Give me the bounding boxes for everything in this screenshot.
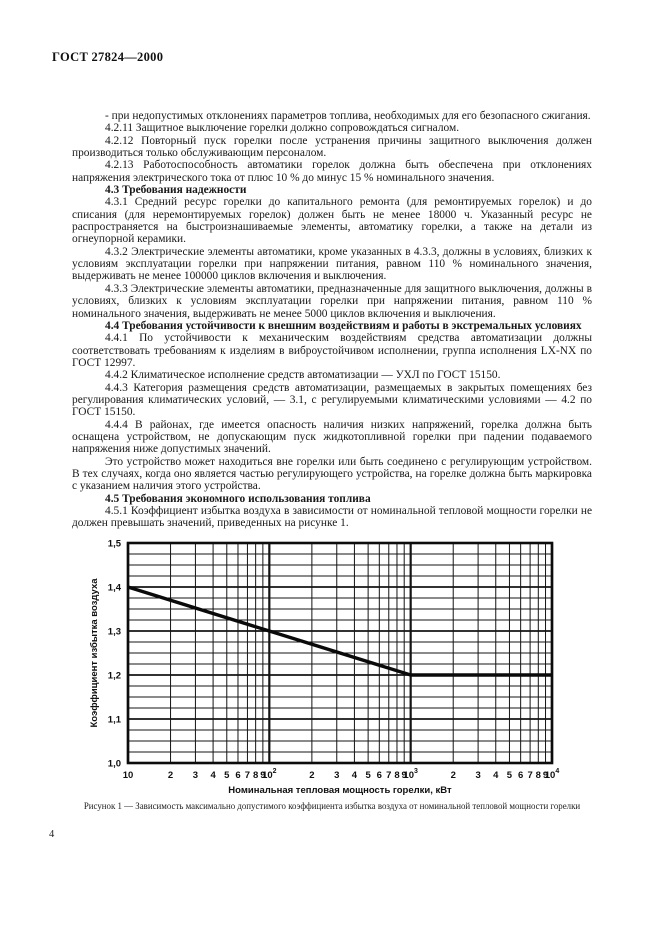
section-heading: 4.5 Требования экономного использования … (105, 492, 371, 505)
x-tick-label: 4 (210, 770, 216, 781)
x-tick-label: 103 (403, 768, 418, 781)
x-tick-label: 8 (536, 770, 541, 781)
page-number: 4 (49, 829, 55, 840)
x-tick-label: 3 (193, 770, 198, 781)
standard-number: ГОСТ 27824—2000 (52, 50, 164, 64)
x-tick-label: 5 (365, 770, 371, 781)
paragraph: 4.3.2 Электрические элементы автоматики,… (72, 245, 592, 283)
chart-line (127, 585, 552, 677)
paragraph: 4.2.12 Повторный пуск горелки после устр… (72, 134, 592, 160)
x-tick-label: 5 (224, 770, 230, 781)
figure-caption: Рисунок 1 — Зависимость максимально допу… (83, 801, 581, 811)
x-tick-label: 6 (235, 770, 240, 781)
x-tick-label: 5 (507, 770, 513, 781)
x-tick-label: 4 (493, 770, 499, 781)
body-text: - при недопустимых отклонениях параметро… (72, 110, 592, 530)
paragraph: 4.2.11 Защитное выключение горелки должн… (105, 122, 460, 135)
paragraph: 4.3.3 Электрические элементы автоматики,… (72, 282, 592, 320)
x-tick-label: 10 (123, 770, 134, 781)
x-tick-label: 3 (475, 770, 480, 781)
y-tick-label: 1,4 (108, 583, 122, 594)
x-tick-label: 104 (545, 768, 560, 781)
paragraph: 4.4.3 Категория размещения средств автом… (72, 381, 592, 419)
x-tick-label: 6 (518, 770, 523, 781)
x-tick-label: 6 (377, 770, 382, 781)
paragraph: - при недопустимых отклонениях параметро… (105, 110, 591, 122)
x-tick-label: 7 (245, 770, 250, 781)
x-tick-label: 8 (253, 770, 258, 781)
figure-1: 1,0 1,1 1,2 1,3 1,4 1,5 10 2 3 4 5 6 7 8 9 102 2 3 4 5 6 7 8 9 1… (0, 533, 661, 799)
x-axis-title: Номинальная тепловая мощность горелки, к… (228, 785, 452, 796)
y-tick-label: 1,2 (108, 671, 121, 682)
x-tick-label: 8 (394, 770, 399, 781)
y-tick-label: 1,0 (108, 759, 121, 770)
paragraph: 4.4.1 По устойчивости к механическим воз… (72, 332, 592, 369)
y-tick-label: 1,1 (108, 715, 122, 726)
paragraph: 4.4.2 Климатическое исполнение средств а… (105, 369, 501, 382)
y-tick-label: 1,3 (108, 627, 121, 638)
paragraph: 4.5.1 Коэффициент избытка воздуха в зави… (72, 505, 592, 530)
paragraph: 4.3.1 Средний ресурс горелки до капиталь… (72, 196, 592, 246)
x-tick-label: 9 (402, 770, 407, 781)
y-axis-title: Коэффициент избытка воздуха (89, 578, 100, 728)
x-tick-label: 7 (386, 770, 391, 781)
x-tick-label: 2 (309, 770, 314, 781)
x-tick-label: 9 (260, 770, 265, 781)
x-tick-label: 2 (451, 770, 456, 781)
paragraph: 4.4.4 В районах, где имеется опасность н… (72, 418, 592, 456)
section-heading: 4.3 Требования надежности (105, 184, 247, 197)
y-tick-label: 1,5 (108, 539, 122, 550)
x-tick-label: 2 (168, 770, 173, 781)
section-heading: 4.4 Требования устойчивости к внешним во… (105, 319, 582, 332)
x-tick-label: 9 (543, 770, 548, 781)
paragraph: 4.2.13 Работоспособность автоматики горе… (72, 159, 592, 184)
x-tick-label: 7 (527, 770, 532, 781)
paragraph: Это устройство может находиться вне горе… (72, 455, 592, 493)
x-tick-label: 3 (334, 770, 339, 781)
x-tick-label: 4 (352, 770, 358, 781)
x-tick-label: 102 (262, 768, 277, 781)
plot-border (126, 541, 554, 765)
